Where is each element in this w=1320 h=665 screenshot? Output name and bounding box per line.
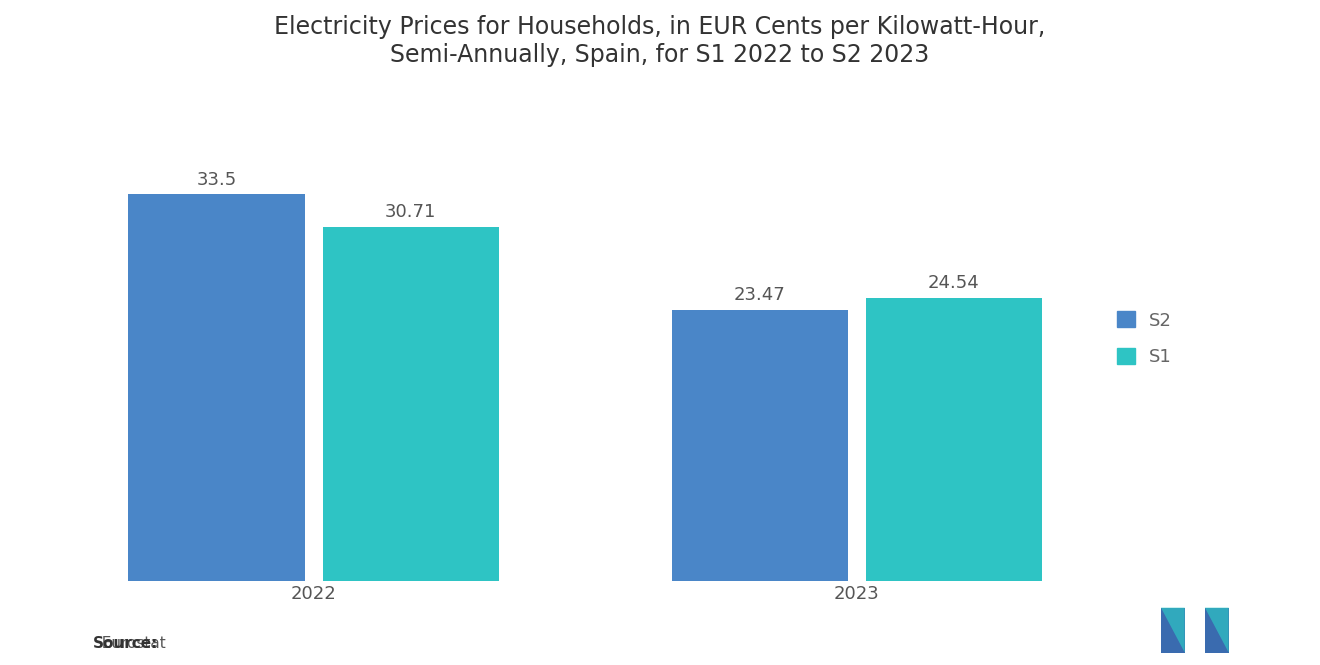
- Bar: [866, 298, 1043, 581]
- Bar: [128, 194, 305, 581]
- Text: 33.5: 33.5: [197, 171, 236, 189]
- Title: Electricity Prices for Households, in EUR Cents per Kilowatt-Hour,
Semi-Annually: Electricity Prices for Households, in EU…: [275, 15, 1045, 66]
- Text: Eurostat: Eurostat: [92, 636, 166, 652]
- Bar: [672, 310, 847, 581]
- Text: 24.54: 24.54: [928, 274, 979, 292]
- Bar: [322, 227, 499, 581]
- Text: 30.71: 30.71: [385, 203, 437, 221]
- Legend: S2, S1: S2, S1: [1107, 302, 1181, 375]
- Text: Source:: Source:: [92, 636, 158, 652]
- Text: 23.47: 23.47: [734, 287, 785, 305]
